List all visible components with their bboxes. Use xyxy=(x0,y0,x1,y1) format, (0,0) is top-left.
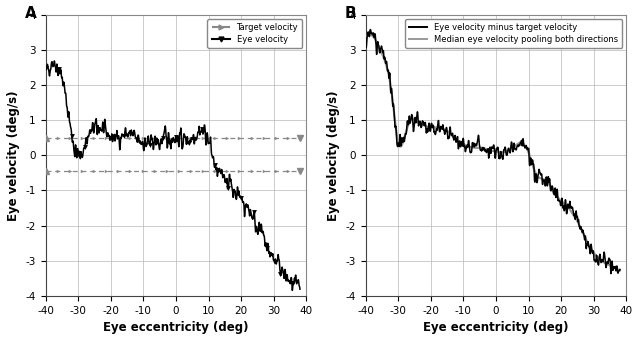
Legend: Target velocity, Eye velocity: Target velocity, Eye velocity xyxy=(207,19,302,48)
Legend: Eye velocity minus target velocity, Median eye velocity pooling both directions: Eye velocity minus target velocity, Medi… xyxy=(405,19,622,48)
Y-axis label: Eye velocity (deg/s): Eye velocity (deg/s) xyxy=(327,90,340,221)
X-axis label: Eye eccentricity (deg): Eye eccentricity (deg) xyxy=(423,321,569,334)
X-axis label: Eye eccentricity (deg): Eye eccentricity (deg) xyxy=(103,321,249,334)
Y-axis label: Eye velocity (deg/s): Eye velocity (deg/s) xyxy=(7,90,20,221)
Text: A: A xyxy=(25,6,36,21)
Text: B: B xyxy=(345,6,356,21)
